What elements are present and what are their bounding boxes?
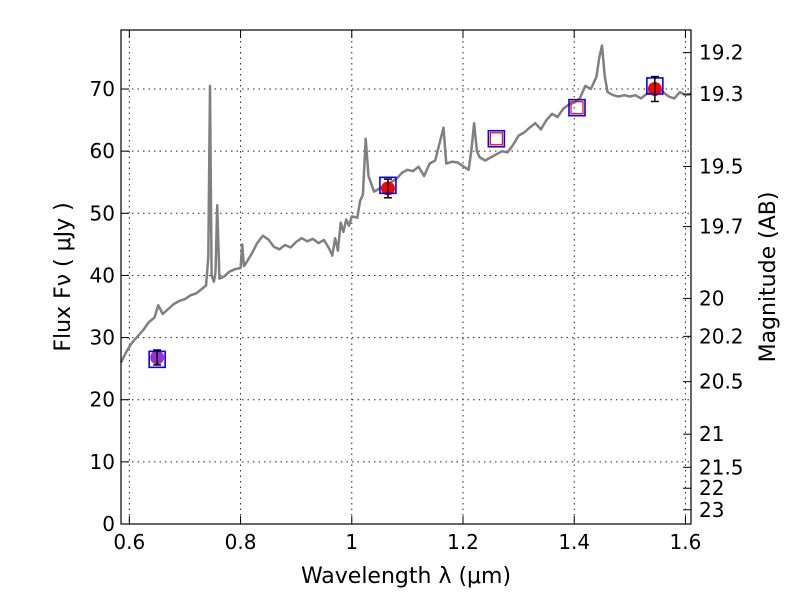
right-tick-label: 19.7: [699, 215, 744, 239]
right-tick-label: 20: [699, 286, 724, 310]
model-box-inner: [489, 132, 503, 146]
right-tick-label: 19.5: [699, 154, 744, 178]
y-tick-label: 60: [90, 139, 115, 163]
plot-frame: [120, 29, 692, 525]
model-box: [568, 98, 586, 117]
right-axis-label: Magnitude (AB): [756, 192, 781, 363]
y-tick-label: 20: [90, 388, 115, 412]
tick-layer: 0.6 0.8 1 1.2 1.4 1.6 0 10 20 30 40 50 60 70 19.2 19.3 1…: [90, 30, 744, 554]
x-tick-label: 1.6: [670, 530, 702, 554]
x-axis-label: Wavelength λ (μm): [301, 564, 511, 589]
y-tick-label: 40: [90, 263, 115, 287]
x-tick-label: 1.2: [447, 530, 479, 554]
marker-layer: [148, 75, 664, 369]
series-layer: [119, 44, 692, 363]
model-box-inner: [570, 101, 584, 115]
right-tick-label: 21: [699, 422, 724, 446]
y-tick-label: 30: [90, 326, 115, 350]
x-tick-label: 0.6: [113, 530, 145, 554]
y-axis-label: Flux Fν ( μJy ): [51, 202, 76, 351]
y-tick-label: 70: [90, 77, 115, 101]
y-tick-label: 0: [102, 512, 115, 536]
spectrum-line: [119, 44, 692, 363]
y-tick-label: 50: [90, 201, 115, 225]
right-tick-label: 19.2: [699, 41, 744, 65]
right-tick-label: 20.5: [699, 370, 744, 394]
x-tick-label: 1: [345, 530, 358, 554]
right-tick-label: 20.2: [699, 324, 744, 348]
x-tick-label: 1.4: [558, 530, 590, 554]
right-tick-label: 22: [699, 476, 724, 500]
right-tick-label: 23: [699, 498, 724, 522]
y-tick-label: 10: [90, 450, 115, 474]
model-box: [487, 129, 506, 148]
x-tick-label: 0.8: [225, 530, 257, 554]
right-tick-label: 21.5: [699, 455, 744, 479]
right-tick-label: 19.3: [699, 82, 744, 106]
